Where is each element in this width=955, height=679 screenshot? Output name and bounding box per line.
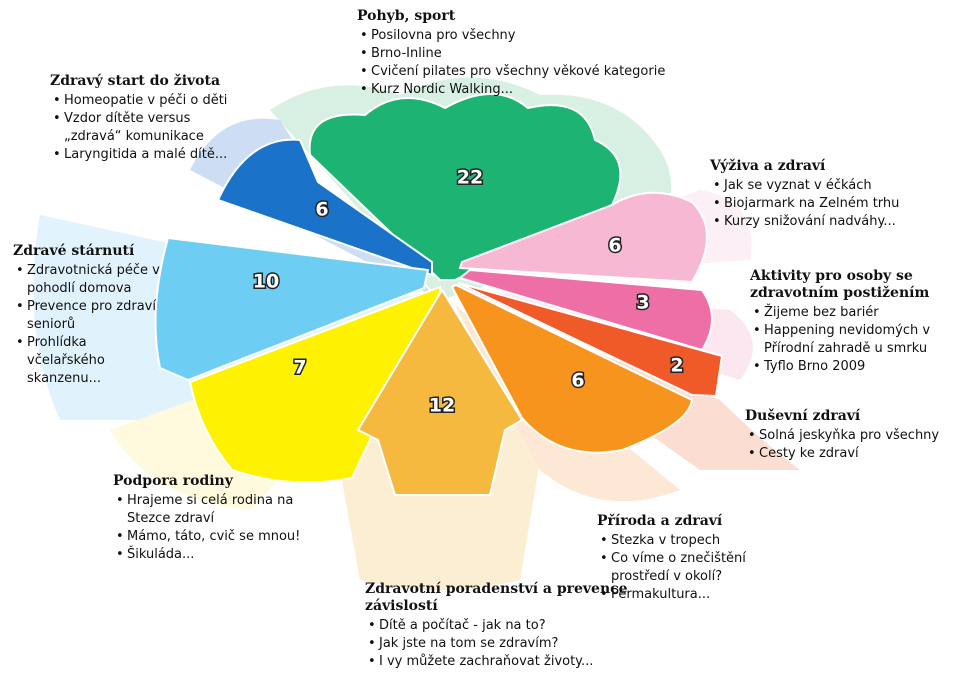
item: Solná jeskyňka pro všechny xyxy=(748,427,955,445)
count-badge: 6 xyxy=(608,235,621,257)
yellow-wedge xyxy=(188,285,441,484)
item: Co víme o znečištění prostředí v okolí? xyxy=(600,550,757,586)
section-title: Výživa a zdraví xyxy=(710,158,826,174)
item-list: Dítě a počítač - jak na to?Jak jste na t… xyxy=(365,617,635,671)
section: Podpora rodiny Hrajeme si celá rodina na … xyxy=(113,473,303,564)
count-badge: 12 xyxy=(429,395,455,417)
count-badge: 6 xyxy=(315,199,328,221)
gold-wedge xyxy=(356,288,524,496)
count-badge: 2 xyxy=(670,355,683,377)
section-title: Zdravé stárnutí xyxy=(13,243,135,259)
item: Dítě a počítač - jak na to? xyxy=(368,617,635,635)
count-badge: 6 xyxy=(571,370,584,392)
item: Laryngitida a malé dítě... xyxy=(53,146,250,164)
item: Cesty ke zdraví xyxy=(748,445,955,463)
red-wedge xyxy=(457,282,724,398)
item: Homeopatie v péči o děti xyxy=(53,92,250,110)
item: Stezka v tropech xyxy=(600,532,757,550)
item: Brno-Inline xyxy=(360,45,757,63)
item: Posilovna pro všechny xyxy=(360,27,757,45)
item: Šikuláda... xyxy=(116,546,303,564)
section: Zdravotní poradenství a prevence závislo… xyxy=(365,581,635,671)
item: Mámo, táto, cvič se mnou! xyxy=(116,528,303,546)
section: Zdravé stárnutí Zdravotnická péče v pohod… xyxy=(13,243,168,388)
section-title: Aktivity pro osoby se zdravotním postiže… xyxy=(750,268,930,301)
item: Zdravotnická péče v pohodlí domova xyxy=(16,262,168,298)
section: Duševní zdraví Solná jeskyňka pro všechny… xyxy=(745,408,955,463)
item: Vzdor dítěte versus „zdravá“ komunikace xyxy=(53,110,250,146)
count-badge: 7 xyxy=(293,357,306,379)
section: Aktivity pro osoby se zdravotním postiže… xyxy=(750,268,955,376)
section-title: Pohyb, sport xyxy=(357,8,456,24)
item-list: Stezka v tropechCo víme o znečištění pro… xyxy=(597,532,757,604)
section: Výživa a zdraví Jak se vyznat v éčkáchBio… xyxy=(710,158,950,231)
pink-wedge xyxy=(457,268,713,352)
item: Kurz Nordic Walking... xyxy=(360,81,757,99)
item: Permakultura... xyxy=(600,586,757,604)
item: I vy můžete zachraňovat životy... xyxy=(368,653,635,671)
section-title: Duševní zdraví xyxy=(745,408,861,424)
item-list: Jak se vyznat v éčkáchBiojarmark na Zeln… xyxy=(710,177,950,231)
item: Jak se vyznat v éčkách xyxy=(713,177,950,195)
item: Žijeme bez bariér xyxy=(753,304,955,322)
item: Prohlídka včelařského skanzenu... xyxy=(16,334,168,388)
section-title: Zdravotní poradenství a prevence závislo… xyxy=(365,581,628,614)
item: Cvičení pilates pro všechny věkové kateg… xyxy=(360,63,757,81)
item: Kurzy snižování nadváhy... xyxy=(713,213,950,231)
count-badge: 22 xyxy=(457,167,483,189)
section: Pohyb, sport Posilovna pro všechnyBrno-In… xyxy=(357,8,757,99)
section-title: Zdravý start do života xyxy=(50,73,221,89)
item-list: Zdravotnická péče v pohodlí domovaPreven… xyxy=(13,262,168,388)
item: Tyflo Brno 2009 xyxy=(753,358,955,376)
item: Biojarmark na Zelném trhu xyxy=(713,195,950,213)
section-title: Příroda a zdraví xyxy=(597,513,723,529)
item-list: Žijeme bez bariérHappening nevidomých v … xyxy=(750,304,955,376)
orange-wedge xyxy=(450,283,694,454)
item-list: Solná jeskyňka pro všechnyCesty ke zdrav… xyxy=(745,427,955,463)
counts: 22 6 3 2 6 12 7 10 6 xyxy=(251,165,685,418)
section: Příroda a zdraví Stezka v tropechCo víme … xyxy=(597,513,757,604)
count-badge: 10 xyxy=(253,271,279,293)
section-title: Podpora rodiny xyxy=(113,473,233,489)
item-list: Posilovna pro všechnyBrno-InlineCvičení … xyxy=(357,27,757,99)
item-list: Hrajeme si celá rodina na Stezce zdravíM… xyxy=(113,492,303,564)
item: Hrajeme si celá rodina na Stezce zdraví xyxy=(116,492,303,528)
item-list: Homeopatie v péči o dětiVzdor dítěte ver… xyxy=(50,92,250,164)
item: Jak jste na tom se zdravím? xyxy=(368,635,635,653)
blue-wedge xyxy=(216,138,433,277)
item: Prevence pro zdraví seniorů xyxy=(16,298,168,334)
section: Zdravý start do života Homeopatie v péči … xyxy=(50,73,250,164)
item: Happening nevidomých v Přírodní zahradě … xyxy=(753,322,955,358)
count-badge: 3 xyxy=(636,292,649,314)
lightpink-wedge xyxy=(458,191,708,284)
